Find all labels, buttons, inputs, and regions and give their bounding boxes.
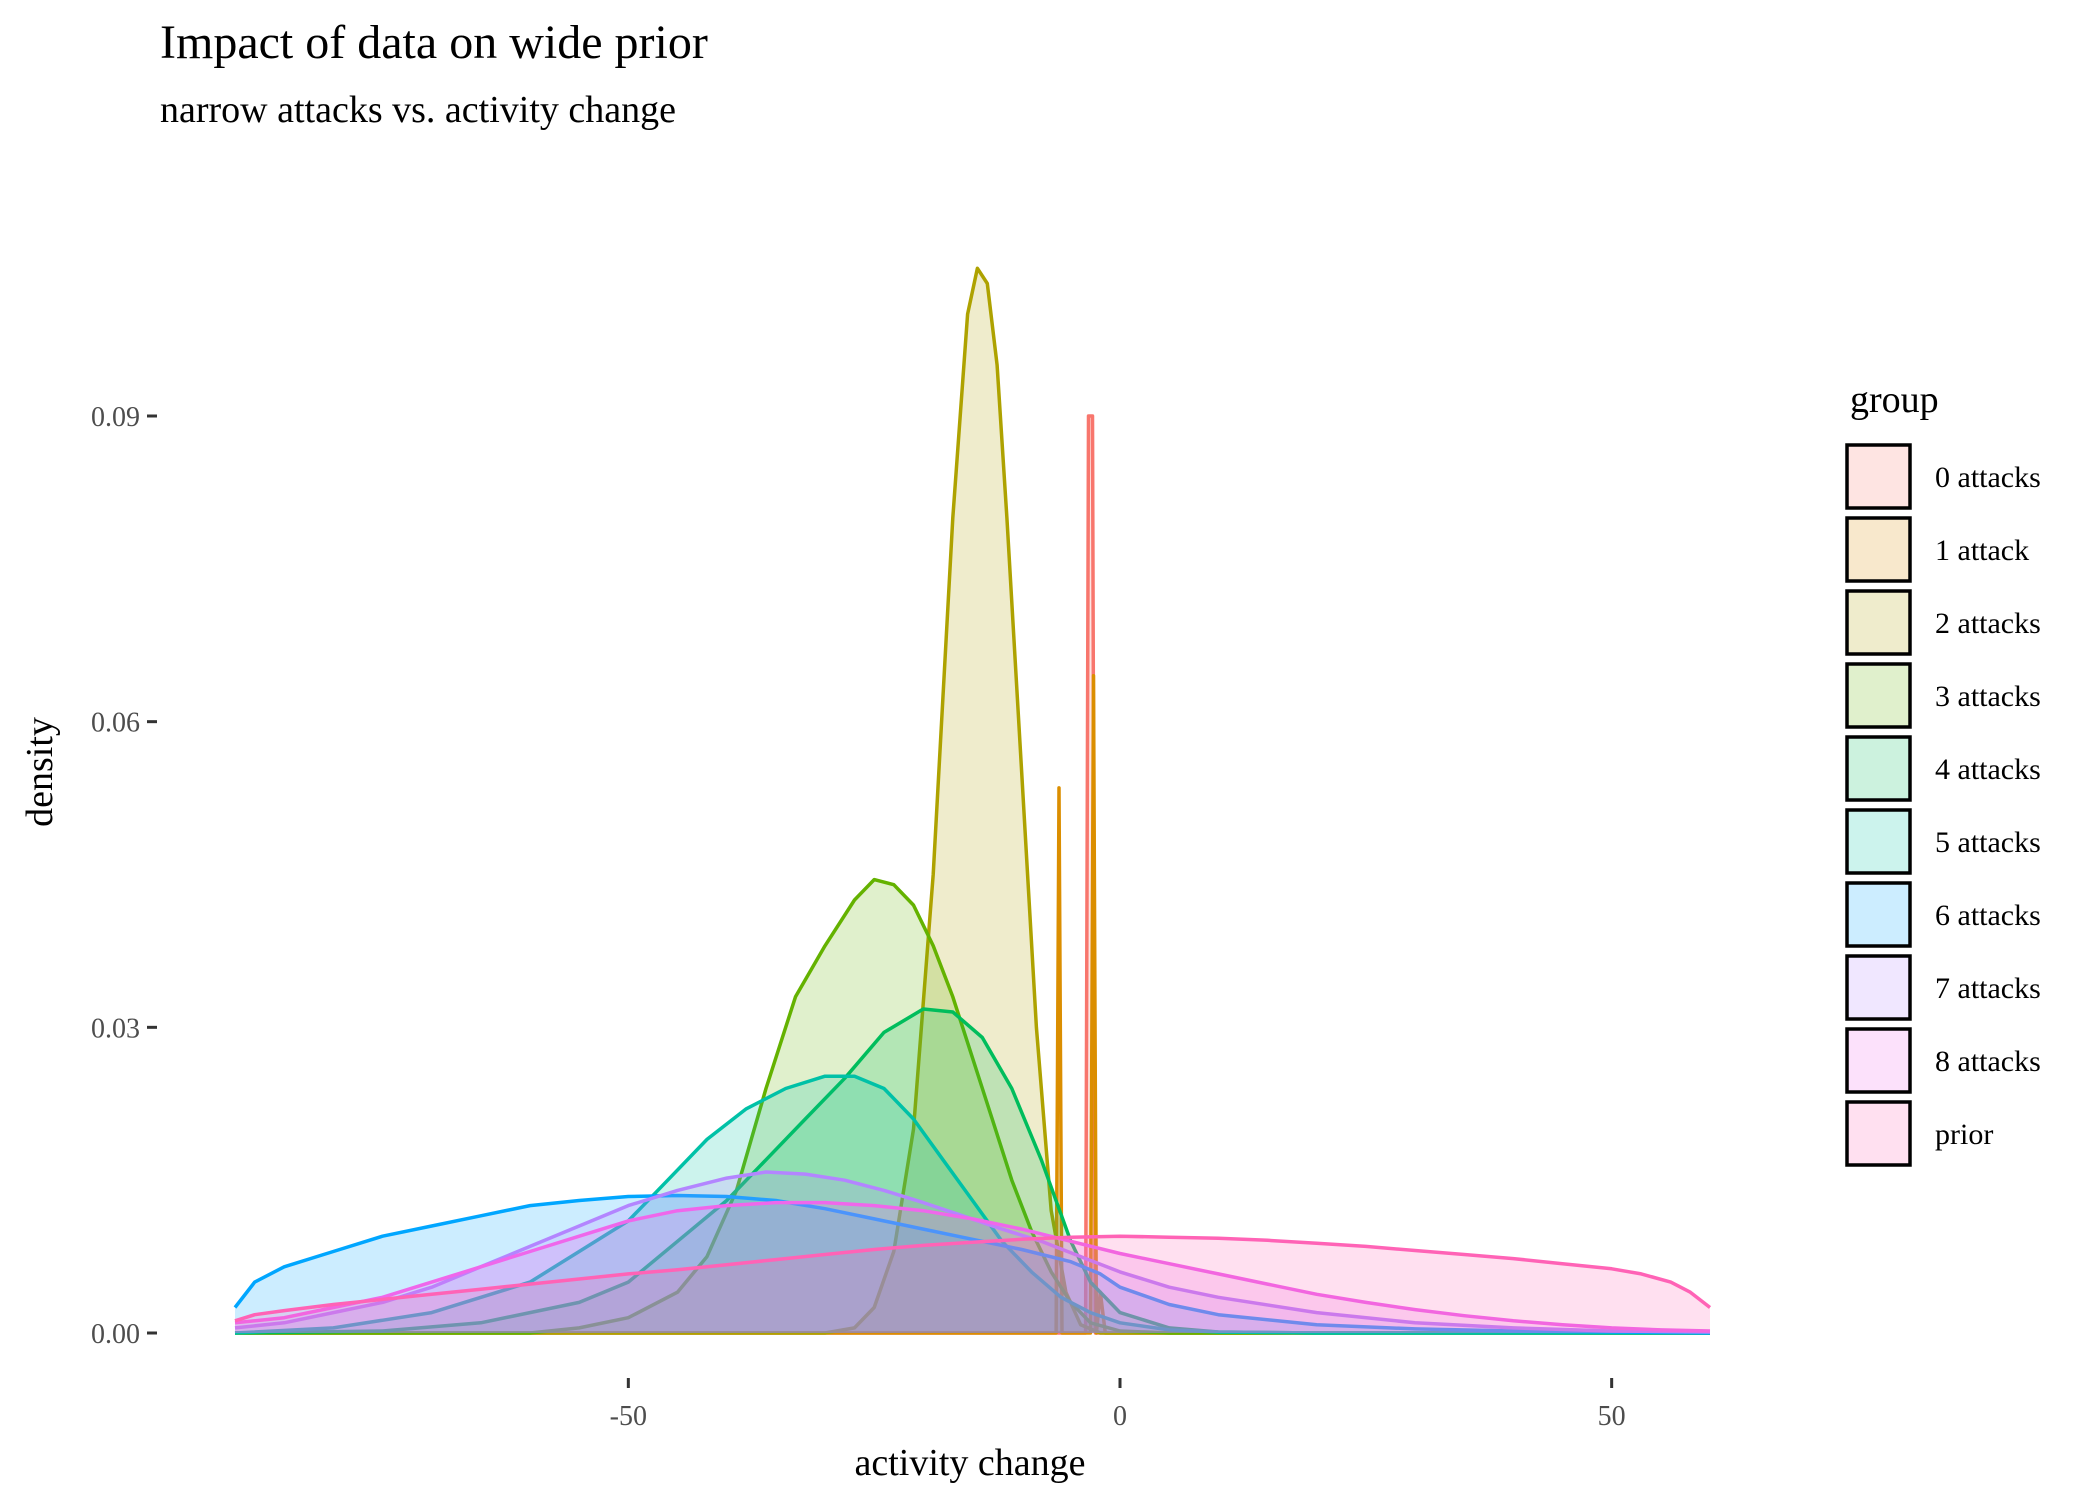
plot-area — [233, 266, 1712, 1335]
chart-subtitle: narrow attacks vs. activity change — [160, 89, 676, 131]
y-tick-label: 0.09 — [91, 402, 140, 433]
legend-key — [1845, 735, 1912, 802]
legend-label: 4 attacks — [1935, 753, 2041, 786]
legend-key-bg — [1847, 518, 1910, 581]
series-3-attacks — [235, 877, 1710, 1335]
y-tick-label: 0.03 — [91, 1013, 140, 1044]
legend-label: 0 attacks — [1935, 461, 2041, 494]
legend-key — [1845, 443, 1912, 510]
legend-key — [1845, 808, 1912, 875]
line-5-attacks — [234, 1074, 1710, 1335]
legend-key — [1845, 1027, 1912, 1094]
line-4-attacks — [234, 1007, 1710, 1335]
legend-item-5-attacks: 5 attacks — [1845, 808, 2041, 875]
legend-label: 5 attacks — [1935, 826, 2041, 859]
legend-item-prior: prior — [1845, 1100, 1993, 1167]
x-axis-title: activity change — [854, 1442, 1085, 1484]
line-prior — [234, 1234, 1712, 1323]
legend-label: prior — [1935, 1118, 1993, 1151]
legend-label: 7 attacks — [1935, 972, 2041, 1005]
series-5-attacks — [234, 1074, 1710, 1335]
series-7-attacks — [234, 1170, 1711, 1334]
series-2-attacks — [235, 266, 1710, 1335]
legend-key-bg — [1847, 591, 1910, 654]
area-7-attacks — [235, 1172, 1710, 1333]
legend-label: 2 attacks — [1935, 607, 2041, 640]
line-7-attacks — [234, 1170, 1711, 1334]
line-6-attacks — [233, 1193, 1711, 1335]
x-tick-label: 50 — [1598, 1401, 1626, 1432]
area-8-attacks — [235, 1202, 1710, 1333]
legend-item-6-attacks: 6 attacks — [1845, 881, 2041, 948]
y-tick-label: 0.00 — [91, 1319, 140, 1350]
area-5-attacks — [235, 1076, 1710, 1333]
density-series — [233, 266, 1712, 1335]
line-3-attacks — [235, 877, 1710, 1335]
y-axis: 0.00 0.03 0.06 0.09 — [91, 402, 157, 1350]
chart-title: Impact of data on wide prior — [160, 16, 708, 69]
legend-item-1-attack: 1 attack — [1845, 516, 2029, 583]
line-2-attacks — [235, 266, 1710, 1335]
legend-label: 6 attacks — [1935, 899, 2041, 932]
series-1-attack — [235, 674, 1710, 1335]
legend-key-bg — [1847, 810, 1910, 873]
legend-key — [1845, 662, 1912, 729]
area-3-attacks — [235, 879, 1710, 1333]
legend-label: 1 attack — [1935, 534, 2029, 567]
legend-item-0-attacks: 0 attacks — [1845, 443, 2041, 510]
legend-items: 0 attacks 1 attack 2 attacks 3 attacks 4 att… — [1845, 443, 2041, 1167]
x-tick-label: -50 — [610, 1401, 647, 1432]
legend-key-bg — [1847, 956, 1910, 1019]
y-tick-label: 0.06 — [91, 708, 140, 739]
series-prior — [234, 1234, 1712, 1333]
legend-key — [1845, 1100, 1912, 1167]
legend-item-8-attacks: 8 attacks — [1845, 1027, 2041, 1094]
legend-key-bg — [1847, 737, 1910, 800]
legend-item-2-attacks: 2 attacks — [1845, 589, 2041, 656]
legend-title: group — [1850, 379, 1939, 421]
line-8-attacks — [234, 1200, 1711, 1333]
series-4-attacks — [234, 1007, 1710, 1335]
legend-item-4-attacks: 4 attacks — [1845, 735, 2041, 802]
area-prior — [235, 1236, 1710, 1333]
legend-key-bg — [1847, 445, 1910, 508]
x-tick-label: 0 — [1113, 1401, 1127, 1432]
x-axis: -50 0 50 — [610, 1378, 1626, 1432]
legend-label: 3 attacks — [1935, 680, 2041, 713]
legend-item-3-attacks: 3 attacks — [1845, 662, 2041, 729]
line-1-attack — [235, 674, 1710, 1335]
legend-key — [1845, 589, 1912, 656]
legend-key — [1845, 881, 1912, 948]
legend-key-bg — [1847, 664, 1910, 727]
legend-key — [1845, 954, 1912, 1021]
area-2-attacks — [235, 268, 1710, 1333]
legend-key-bg — [1847, 1102, 1910, 1165]
legend-key — [1845, 516, 1912, 583]
y-axis-title: density — [19, 717, 61, 827]
series-8-attacks — [234, 1200, 1711, 1333]
legend-key-bg — [1847, 883, 1910, 946]
legend: group 0 attacks 1 attack 2 attacks 3 attack… — [1845, 379, 2041, 1167]
area-4-attacks — [235, 1009, 1710, 1333]
legend-item-7-attacks: 7 attacks — [1845, 954, 2041, 1021]
legend-label: 8 attacks — [1935, 1045, 2041, 1078]
legend-key-bg — [1847, 1029, 1910, 1092]
